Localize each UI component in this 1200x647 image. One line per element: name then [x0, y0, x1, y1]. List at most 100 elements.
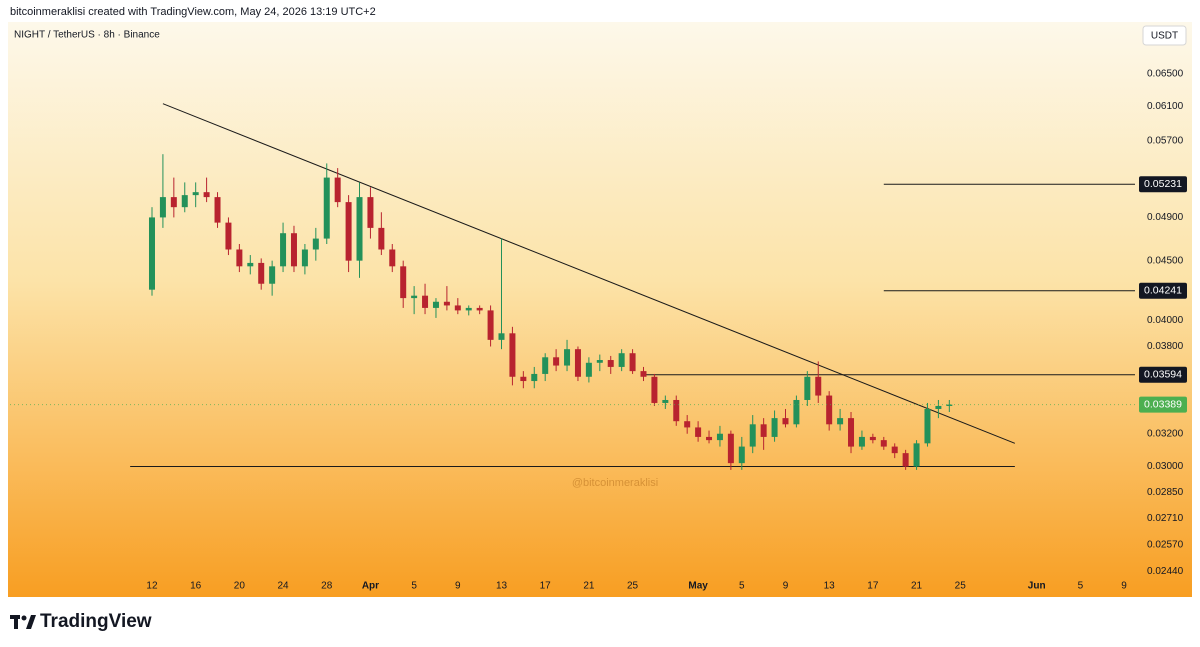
- y-tick-label: 0.02710: [1147, 513, 1184, 524]
- x-tick-label: 20: [234, 581, 246, 592]
- candle-body: [640, 371, 647, 377]
- x-tick-label: 13: [824, 581, 836, 592]
- level-label: 0.03594: [1144, 369, 1182, 381]
- x-tick-label: 25: [955, 581, 967, 592]
- currency[interactable]: USDT: [1151, 31, 1178, 42]
- current-price-label: 0.03389: [1144, 398, 1182, 410]
- x-tick-label: 5: [739, 581, 745, 592]
- y-tick-label: 0.02570: [1147, 540, 1184, 551]
- candle-body: [236, 249, 243, 267]
- y-tick-label: 0.06100: [1147, 101, 1184, 112]
- candle-body: [869, 436, 876, 441]
- currency-box[interactable]: [1142, 25, 1187, 46]
- candle-body: [301, 249, 308, 267]
- candle-body: [258, 262, 265, 284]
- candle-body: [214, 197, 221, 223]
- candle-body: [148, 217, 155, 290]
- candle-body: [891, 446, 898, 454]
- candle-body: [476, 307, 483, 311]
- trend-line: [162, 103, 1016, 444]
- y-tick-label: 0.06500: [1147, 69, 1184, 80]
- candle-body: [192, 192, 199, 196]
- candle-body: [880, 440, 887, 447]
- candle-body: [564, 349, 571, 366]
- candle-body: [170, 197, 177, 208]
- candle-body: [520, 376, 527, 382]
- watermark: @bitcoinmeraklisi: [572, 477, 658, 489]
- candle-body: [738, 446, 745, 464]
- candle-body: [280, 233, 287, 267]
- candle-body: [542, 357, 549, 374]
- candle-body: [716, 433, 723, 441]
- candle-body: [181, 195, 188, 208]
- attribution: bitcoinmeraklisi created with TradingVie…: [10, 6, 376, 18]
- candle-body: [465, 307, 472, 311]
- candle-body: [935, 405, 942, 409]
- candle-body: [574, 349, 581, 377]
- x-tick-label: 24: [277, 581, 289, 592]
- candle-body: [389, 249, 396, 267]
- x-tick-label: Apr: [362, 581, 379, 592]
- candle-body: [629, 353, 636, 372]
- y-tick-label: 0.04900: [1147, 212, 1184, 223]
- x-tick-label: 16: [190, 581, 202, 592]
- candle-body: [531, 373, 538, 382]
- y-tick-label: 0.05700: [1147, 135, 1184, 146]
- candle-body: [422, 295, 429, 308]
- x-tick-label: 28: [321, 581, 333, 592]
- candle-body: [804, 376, 811, 400]
- candle-body: [749, 424, 756, 447]
- candle-body: [159, 197, 166, 218]
- y-tick-label: 0.02850: [1147, 487, 1184, 498]
- symbol-legend: NIGHT / TetherUS · 8h · Binance: [14, 30, 160, 41]
- candle-body: [323, 177, 330, 239]
- candle-body: [902, 453, 909, 467]
- candle-body: [400, 266, 407, 299]
- candle-body: [858, 436, 865, 447]
- x-tick-label: 25: [627, 581, 639, 592]
- candle-body: [684, 421, 691, 428]
- level-badge: [1139, 176, 1187, 193]
- x-tick-label: 5: [411, 581, 417, 592]
- candle-body: [618, 353, 625, 367]
- candle-body: [443, 301, 450, 306]
- x-tick-label: 17: [867, 581, 879, 592]
- x-tick-label: 9: [455, 581, 461, 592]
- x-tick-label: 5: [1078, 581, 1084, 592]
- candle-body: [771, 418, 778, 437]
- candle-body: [203, 192, 210, 198]
- candle-body: [651, 376, 658, 403]
- candle-body: [848, 418, 855, 447]
- candle-body: [607, 360, 614, 367]
- y-tick-label: 0.03800: [1147, 341, 1184, 352]
- y-tick-label: 0.02440: [1147, 566, 1184, 577]
- candle-body: [367, 197, 374, 228]
- level-badge: [1139, 366, 1187, 383]
- candle-body: [662, 399, 669, 403]
- chart-background: [8, 22, 1192, 597]
- candle-body: [225, 222, 232, 250]
- y-tick-label: 0.04500: [1147, 255, 1184, 266]
- candle-body: [760, 424, 767, 437]
- level-label: 0.04241: [1144, 285, 1182, 297]
- candle-body: [356, 197, 363, 261]
- candle-body: [334, 177, 341, 203]
- candle-body: [432, 301, 439, 308]
- candle-body: [727, 433, 734, 464]
- candle-body: [706, 436, 713, 441]
- x-tick-label: 21: [911, 581, 923, 592]
- candle-body: [585, 362, 592, 377]
- x-tick-label: 17: [540, 581, 552, 592]
- candle-body: [487, 310, 494, 340]
- candle-body: [924, 408, 931, 444]
- candle-body: [553, 357, 560, 366]
- current-price-badge: [1139, 396, 1187, 413]
- candle-body: [247, 262, 254, 267]
- candle-body: [454, 305, 461, 311]
- candle-body: [695, 427, 702, 437]
- candle-body: [673, 399, 680, 422]
- candle-body: [378, 227, 385, 250]
- x-tick-label: 21: [583, 581, 595, 592]
- x-tick-label: 12: [146, 581, 158, 592]
- x-tick-label: 13: [496, 581, 508, 592]
